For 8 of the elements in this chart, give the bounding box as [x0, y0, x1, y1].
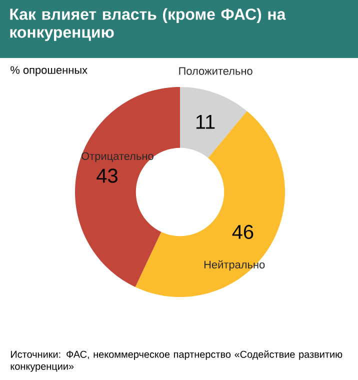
slice-label: Отрицательно: [82, 152, 154, 162]
data-label: 46: [232, 224, 254, 239]
chart-title: Как влияет власть (кроме ФАС) на конкуренцию: [10, 8, 286, 41]
slice-label: Положительно: [179, 67, 252, 75]
data-label: 43: [96, 168, 118, 183]
text: Источники: ФАС, некоммерческое партнерство «Содействие развитию конкуренции»: [10, 350, 342, 372]
data-label: 11: [196, 115, 215, 129]
chart-subtitle: % опрошенных: [10, 66, 88, 76]
